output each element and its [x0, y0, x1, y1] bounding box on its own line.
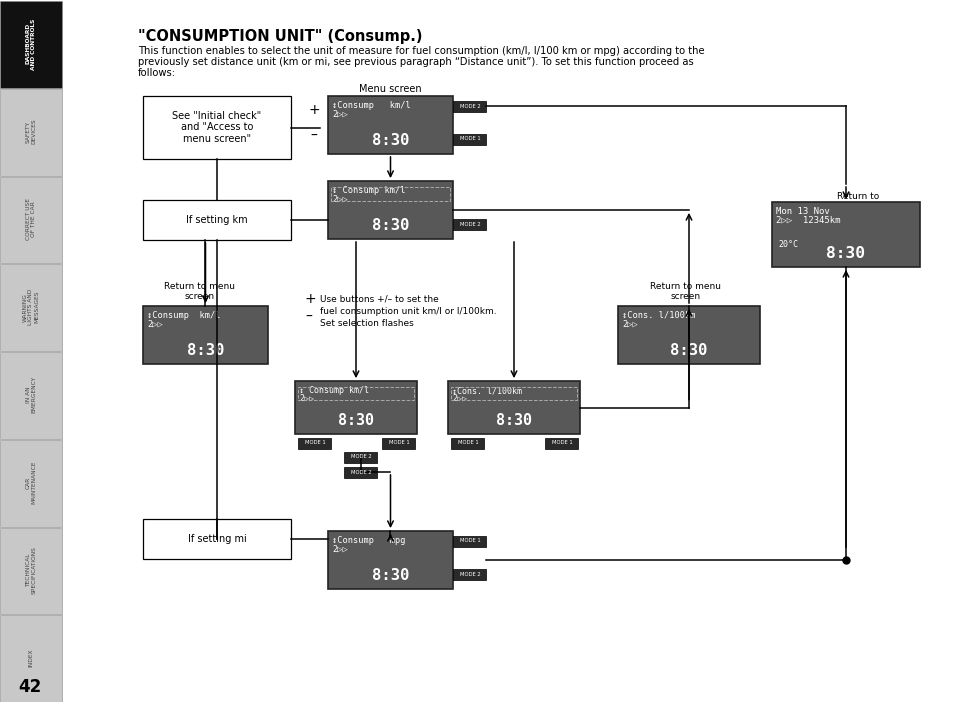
Bar	[328, 181, 453, 239]
Text: MODE 2: MODE 2	[459, 222, 480, 227]
Text: INDEX: INDEX	[29, 649, 33, 668]
Text: 8:30: 8:30	[337, 413, 374, 428]
Text: 42: 42	[18, 678, 42, 696]
Bar	[453, 100, 486, 112]
Text: ↕ Consump km/l: ↕ Consump km/l	[332, 186, 405, 195]
Text: See "Initial check"
and "Access to
menu screen": See "Initial check" and "Access to menu …	[172, 111, 261, 144]
Text: 2▷▷: 2▷▷	[298, 394, 314, 403]
Text: 2▷▷: 2▷▷	[621, 319, 638, 329]
Text: previously set distance unit (km or mi, see previous paragraph “Distance unit”).: previously set distance unit (km or mi, …	[138, 57, 693, 67]
Text: +: +	[305, 292, 316, 306]
Text: MODE 1: MODE 1	[457, 440, 477, 446]
Text: follows:: follows:	[138, 68, 175, 78]
Text: "CONSUMPTION UNIT" (Consump.): "CONSUMPTION UNIT" (Consump.)	[138, 29, 422, 44]
Bar	[0, 439, 62, 526]
Text: CAR
MAINTENANCE: CAR MAINTENANCE	[26, 461, 36, 504]
Bar	[331, 187, 450, 201]
Bar	[344, 451, 377, 463]
Text: Use buttons +/– to set the
fuel consumption unit km/l or l/100km.
Set selection : Use buttons +/– to set the fuel consumpt…	[319, 294, 497, 328]
Bar	[344, 467, 377, 477]
Text: 2▷▷: 2▷▷	[452, 394, 467, 403]
Text: Return to menu
screen: Return to menu screen	[164, 282, 235, 301]
Bar	[143, 96, 291, 159]
Text: Mon 13 Nov: Mon 13 Nov	[775, 207, 829, 216]
Text: SAFETY
DEVICES: SAFETY DEVICES	[26, 119, 36, 145]
Text: WARNING
LIGHTS AND
MESSAGES: WARNING LIGHTS AND MESSAGES	[23, 289, 39, 325]
Text: 8:30: 8:30	[670, 343, 707, 358]
Text: 8:30: 8:30	[187, 343, 224, 358]
Bar	[453, 569, 486, 579]
Text: MODE 1: MODE 1	[459, 538, 480, 543]
Text: MODE 2: MODE 2	[351, 454, 371, 460]
Text: TECHNICAL
SPECIFICATIONS: TECHNICAL SPECIFICATIONS	[26, 546, 36, 595]
Bar	[382, 437, 416, 449]
Bar	[143, 306, 268, 364]
Text: 8:30: 8:30	[372, 218, 409, 233]
Bar	[545, 437, 578, 449]
Bar	[294, 381, 416, 434]
Bar	[0, 615, 62, 702]
Text: If setting mi: If setting mi	[188, 534, 246, 544]
Bar	[453, 536, 486, 546]
Text: IN AN
EMERGENCY: IN AN EMERGENCY	[26, 376, 36, 413]
Text: 8:30: 8:30	[372, 133, 409, 148]
Bar	[328, 96, 453, 154]
Text: ↕ Consump km/l: ↕ Consump km/l	[298, 386, 369, 395]
Text: MODE 1: MODE 1	[459, 136, 480, 142]
Bar	[618, 306, 760, 364]
Bar	[451, 437, 484, 449]
Bar	[143, 200, 291, 240]
Text: 2▷▷  12345km: 2▷▷ 12345km	[775, 216, 840, 225]
Text: MODE 1: MODE 1	[388, 440, 409, 446]
Text: 8:30: 8:30	[496, 413, 532, 428]
Text: 2▷▷: 2▷▷	[332, 110, 348, 118]
Text: Return to
previously displayed
screen, e.g.:: Return to previously displayed screen, e…	[810, 192, 903, 222]
Bar	[448, 381, 579, 434]
Text: This function enables to select the unit of measure for fuel consumption (km/l, : This function enables to select the unit…	[138, 46, 704, 56]
Bar	[453, 218, 486, 230]
Text: MODE 1: MODE 1	[551, 440, 572, 446]
Text: ↕Cons. l/100km: ↕Cons. l/100km	[452, 386, 521, 395]
Text: Return to menu
screen: Return to menu screen	[650, 282, 720, 301]
Text: –: –	[305, 310, 312, 324]
Bar	[453, 133, 486, 145]
Text: 2▷▷: 2▷▷	[332, 194, 348, 203]
Text: MODE 2: MODE 2	[459, 103, 480, 109]
Bar	[451, 387, 577, 400]
Text: MODE 2: MODE 2	[351, 470, 371, 475]
Bar	[0, 88, 62, 176]
Bar	[771, 202, 919, 267]
Bar	[297, 387, 414, 400]
Bar	[0, 264, 62, 351]
Bar	[0, 527, 62, 614]
Bar	[143, 519, 291, 559]
Text: 8:30: 8:30	[372, 568, 409, 583]
Text: MODE 1: MODE 1	[304, 440, 325, 446]
Text: –: –	[311, 129, 317, 143]
Text: 2▷▷: 2▷▷	[147, 319, 163, 329]
Bar	[0, 1, 62, 88]
Bar	[0, 176, 62, 263]
Text: If setting km: If setting km	[186, 215, 248, 225]
Text: ↕Consump   km/l: ↕Consump km/l	[332, 101, 411, 110]
Bar	[328, 531, 453, 589]
Text: MODE 2: MODE 2	[459, 571, 480, 576]
Text: +: +	[308, 103, 319, 117]
Bar	[0, 352, 62, 439]
Text: ↕Consump  km/l: ↕Consump km/l	[147, 311, 220, 320]
Text: ↕Consump   mpg: ↕Consump mpg	[332, 536, 405, 545]
Text: ↕Cons. l/100km: ↕Cons. l/100km	[621, 311, 695, 320]
Text: DASHBOARD
AND CONTROLS: DASHBOARD AND CONTROLS	[26, 18, 36, 69]
Text: 20°C: 20°C	[778, 240, 797, 249]
Text: Menu screen: Menu screen	[358, 84, 421, 94]
Text: CORRECT USE
OF THE CAR: CORRECT USE OF THE CAR	[26, 199, 36, 240]
Text: 8:30: 8:30	[825, 246, 864, 261]
Text: 2▷▷: 2▷▷	[332, 544, 348, 553]
Bar	[298, 437, 331, 449]
